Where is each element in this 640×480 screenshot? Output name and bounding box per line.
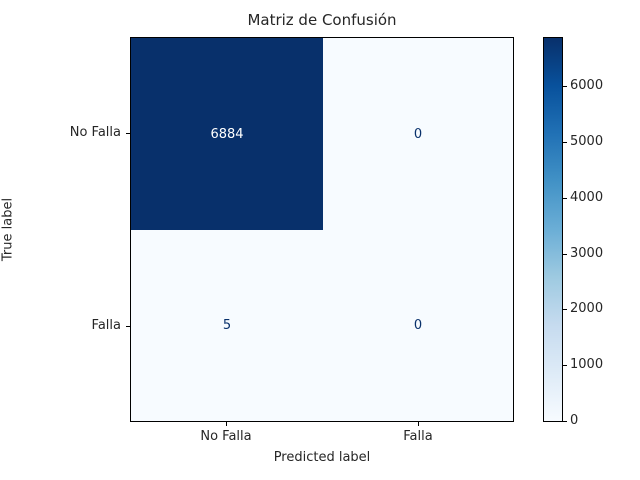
colorbar-tick-mark (563, 86, 567, 87)
x-tick-label-falla: Falla (403, 429, 433, 444)
colorbar-tick-mark (563, 142, 567, 143)
colorbar-tick-mark (563, 421, 567, 422)
x-tick-mark-falla (418, 422, 419, 426)
y-axis-label: True label (0, 197, 16, 262)
colorbar-tick-label-2000: 2000 (570, 301, 604, 316)
x-tick-label-nofalla: No Falla (200, 429, 252, 444)
colorbar-tick-label-4000: 4000 (570, 190, 604, 205)
heatmap-plot-area: 6884 0 5 0 (130, 37, 514, 422)
colorbar-tick-label-3000: 3000 (570, 246, 604, 261)
y-tick-label-nofalla: No Falla (69, 125, 121, 140)
colorbar-tick-label-6000: 6000 (570, 78, 604, 93)
colorbar-tick-mark (563, 198, 567, 199)
colorbar-tick-label-0: 0 (570, 413, 579, 428)
colorbar-tick-label-5000: 5000 (570, 134, 604, 149)
colorbar-tick-mark (563, 309, 567, 310)
cell-true-nofalla-pred-falla: 0 (323, 38, 513, 230)
colorbar-gradient (543, 37, 563, 422)
chart-title: Matriz de Confusión (247, 11, 397, 29)
colorbar-tick-mark (563, 365, 567, 366)
y-tick-mark-nofalla (126, 133, 130, 134)
x-axis-label: Predicted label (273, 450, 371, 465)
colorbar-tick-label-1000: 1000 (570, 357, 604, 372)
cell-true-nofalla-pred-nofalla: 6884 (131, 38, 323, 230)
y-tick-label-falla: Falla (91, 318, 121, 333)
y-tick-mark-falla (126, 326, 130, 327)
x-tick-mark-nofalla (226, 422, 227, 426)
cell-true-falla-pred-falla: 0 (323, 230, 513, 421)
colorbar-tick-mark (563, 254, 567, 255)
cell-true-falla-pred-nofalla: 5 (131, 230, 323, 421)
